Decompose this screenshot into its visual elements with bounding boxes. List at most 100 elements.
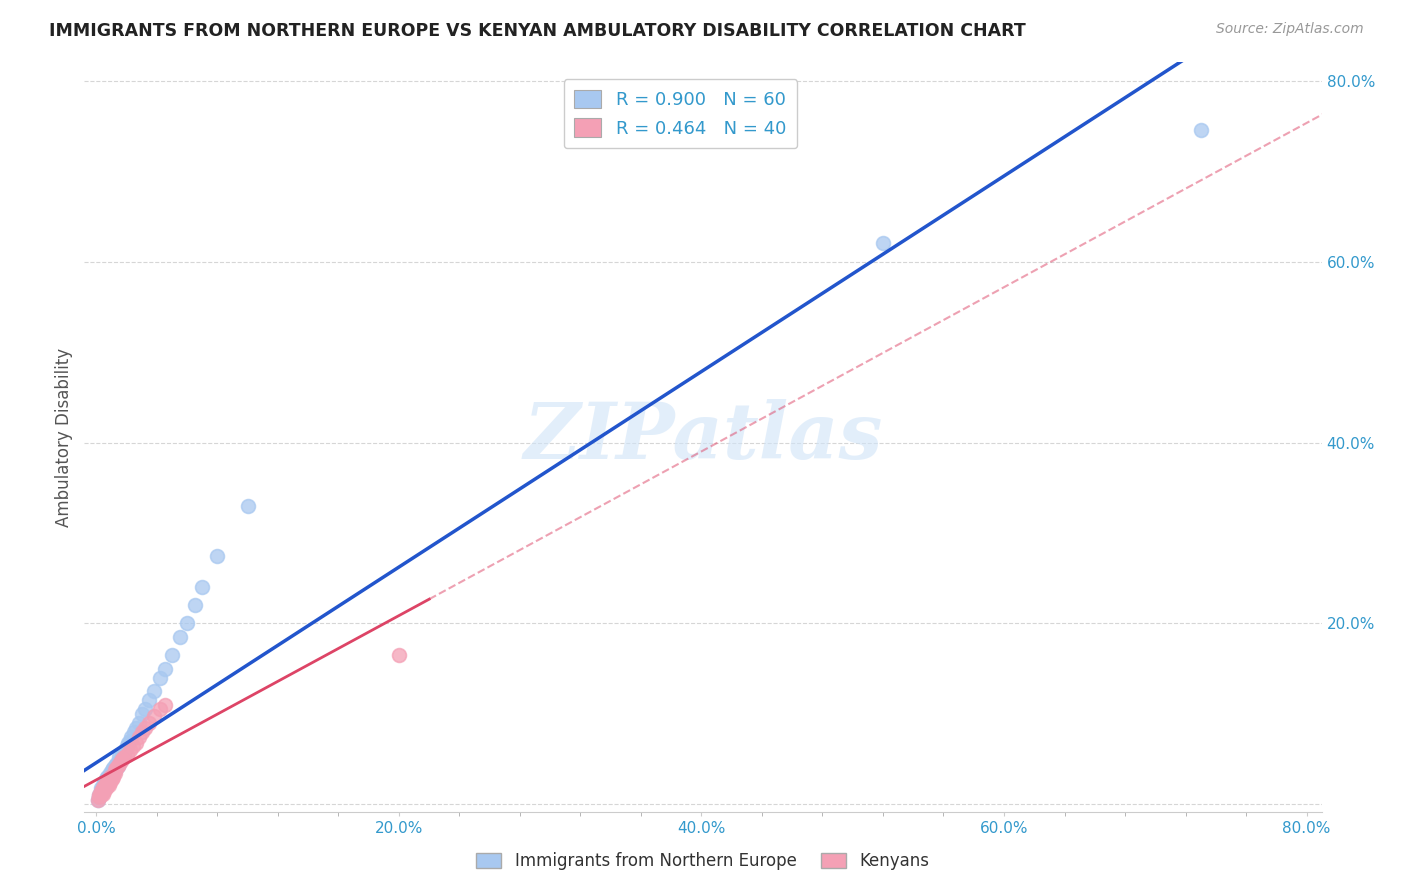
Point bbox=[90, 784, 112, 798]
Point bbox=[91, 781, 114, 796]
Text: IMMIGRANTS FROM NORTHERN EUROPE VS KENYAN AMBULATORY DISABILITY CORRELATION CHAR: IMMIGRANTS FROM NORTHERN EUROPE VS KENYA… bbox=[49, 22, 1026, 40]
Point bbox=[142, 708, 165, 723]
Text: Source: ZipAtlas.com: Source: ZipAtlas.com bbox=[1216, 22, 1364, 37]
Point bbox=[112, 750, 135, 764]
Point bbox=[97, 770, 120, 784]
Point bbox=[131, 706, 153, 721]
Point bbox=[107, 759, 129, 773]
Point bbox=[91, 784, 114, 798]
Point bbox=[87, 793, 110, 807]
Point bbox=[100, 772, 122, 786]
Point bbox=[90, 789, 112, 803]
Point bbox=[91, 781, 114, 796]
Point bbox=[93, 780, 115, 794]
Point bbox=[104, 763, 127, 777]
Point bbox=[111, 747, 134, 762]
Point bbox=[872, 236, 894, 251]
Point bbox=[90, 781, 112, 796]
Point bbox=[176, 616, 198, 631]
Point bbox=[93, 784, 115, 798]
Point bbox=[94, 781, 117, 796]
Point bbox=[111, 752, 134, 766]
Point bbox=[142, 684, 165, 698]
Point bbox=[125, 721, 148, 735]
Point bbox=[124, 725, 146, 739]
Point bbox=[94, 778, 117, 792]
Point bbox=[89, 790, 111, 805]
Point bbox=[97, 772, 120, 786]
Point bbox=[96, 775, 118, 789]
Point bbox=[98, 770, 121, 784]
Point bbox=[134, 721, 156, 735]
Point bbox=[96, 780, 118, 794]
Point bbox=[104, 759, 127, 773]
Point bbox=[128, 716, 150, 731]
Point bbox=[96, 770, 118, 784]
Point bbox=[149, 671, 172, 685]
Point bbox=[90, 787, 112, 801]
Point bbox=[105, 761, 128, 775]
Point bbox=[100, 768, 122, 782]
Point bbox=[121, 739, 143, 753]
Point bbox=[97, 772, 120, 786]
Point bbox=[89, 790, 111, 805]
Point bbox=[98, 765, 121, 780]
Point bbox=[98, 775, 121, 789]
Point bbox=[98, 770, 121, 784]
Point bbox=[93, 775, 115, 789]
Point bbox=[108, 750, 131, 764]
Point bbox=[96, 772, 118, 786]
Point bbox=[1189, 123, 1212, 137]
Point bbox=[110, 754, 132, 768]
Point bbox=[131, 725, 153, 739]
Point bbox=[104, 763, 127, 777]
Point bbox=[96, 775, 118, 789]
Legend: R = 0.900   N = 60, R = 0.464   N = 40: R = 0.900 N = 60, R = 0.464 N = 40 bbox=[564, 79, 797, 148]
Point bbox=[108, 756, 131, 771]
Point bbox=[105, 761, 128, 775]
Point bbox=[149, 702, 172, 716]
Point bbox=[93, 778, 115, 792]
Point bbox=[104, 765, 127, 780]
Legend: Immigrants from Northern Europe, Kenyans: Immigrants from Northern Europe, Kenyans bbox=[470, 846, 936, 877]
Point bbox=[153, 698, 176, 712]
Point bbox=[184, 599, 207, 613]
Point bbox=[91, 780, 114, 794]
Point bbox=[120, 730, 142, 744]
Point bbox=[138, 693, 160, 707]
Point bbox=[160, 648, 183, 662]
Point bbox=[89, 789, 111, 803]
Point bbox=[153, 662, 176, 676]
Y-axis label: Ambulatory Disability: Ambulatory Disability bbox=[55, 348, 73, 526]
Point bbox=[105, 756, 128, 771]
Point bbox=[101, 770, 124, 784]
Point bbox=[114, 743, 136, 757]
Point bbox=[117, 736, 139, 750]
Point bbox=[191, 580, 214, 594]
Point bbox=[169, 630, 191, 644]
Point bbox=[90, 784, 112, 798]
Point bbox=[97, 768, 120, 782]
Point bbox=[87, 793, 110, 807]
Point bbox=[388, 648, 411, 662]
Point bbox=[108, 754, 131, 768]
Point bbox=[134, 702, 156, 716]
Point bbox=[94, 775, 117, 789]
Point bbox=[207, 549, 229, 563]
Point bbox=[94, 778, 117, 792]
Point bbox=[94, 772, 117, 786]
Text: ZIPatlas: ZIPatlas bbox=[523, 399, 883, 475]
Point bbox=[118, 743, 141, 757]
Point bbox=[107, 759, 129, 773]
Point bbox=[138, 716, 160, 731]
Point bbox=[91, 787, 114, 801]
Point bbox=[93, 780, 115, 794]
Point bbox=[118, 734, 141, 748]
Point bbox=[125, 736, 148, 750]
Point bbox=[236, 499, 259, 513]
Point bbox=[115, 739, 138, 753]
Point bbox=[100, 763, 122, 777]
Point bbox=[112, 747, 135, 762]
Point bbox=[89, 789, 111, 803]
Point bbox=[128, 730, 150, 744]
